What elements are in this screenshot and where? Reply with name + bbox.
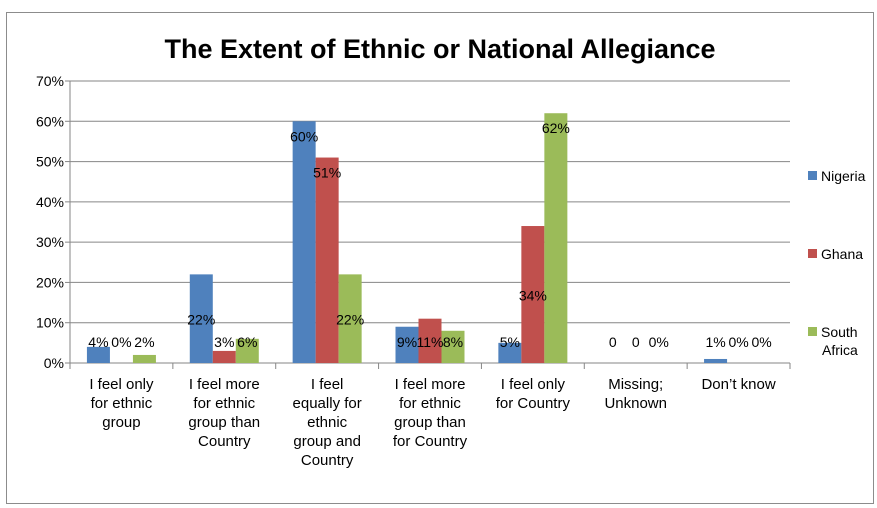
legend-swatch xyxy=(808,327,817,336)
data-label: 22% xyxy=(187,312,215,328)
x-category-line: I feel only xyxy=(501,376,566,393)
x-category-line: for Country xyxy=(393,433,468,450)
bar-ghana xyxy=(418,318,442,363)
bar-ghana xyxy=(521,226,545,363)
bar-south-africa xyxy=(235,338,259,363)
legend-label-line: Ghana xyxy=(821,246,863,262)
x-category-label: I feel more for ethnic group than for Count… xyxy=(393,376,468,450)
bar-nigeria xyxy=(704,358,728,363)
data-label: 11% xyxy=(417,334,444,350)
x-category-line: for ethnic xyxy=(399,395,461,412)
data-label: 2% xyxy=(134,334,154,350)
bar-nigeria xyxy=(395,326,419,363)
y-tick-label: 30% xyxy=(36,234,64,250)
bar-nigeria xyxy=(498,342,522,363)
data-label: 1% xyxy=(705,334,725,350)
data-label: 4% xyxy=(88,334,108,350)
x-category-line: for Country xyxy=(496,395,571,412)
data-label: 5% xyxy=(500,334,520,350)
legend-swatch xyxy=(808,171,817,180)
x-category-line: group xyxy=(102,414,140,431)
x-category-label: I feel more for ethnic group than Country xyxy=(188,376,260,450)
legend-swatch xyxy=(808,249,817,258)
y-tick-label: 70% xyxy=(36,73,64,89)
legend-label-line: Africa xyxy=(822,342,858,358)
x-category-line: ethnic xyxy=(307,414,348,431)
x-category-label: Missing; Unknown xyxy=(604,376,667,412)
legend-label-line: Nigeria xyxy=(821,168,866,184)
data-label: 0 xyxy=(632,334,640,350)
bar-nigeria xyxy=(86,346,110,363)
x-category-line: Don’t know xyxy=(701,376,775,393)
y-tick-label: 20% xyxy=(36,274,64,290)
bar-south-africa xyxy=(132,354,156,363)
data-label: 0% xyxy=(751,334,771,350)
x-category-line: for ethnic xyxy=(91,395,153,412)
x-category-line: group and xyxy=(293,433,361,450)
x-category-label: I feel only for Country xyxy=(496,376,571,412)
x-category-line: Country xyxy=(198,433,251,450)
x-category-label: I feel equally for ethnic group and Country xyxy=(293,376,362,469)
bar-south-africa xyxy=(441,330,465,363)
x-category-line: Country xyxy=(301,452,354,469)
data-label: 62% xyxy=(542,120,570,136)
data-label: 9% xyxy=(397,334,417,350)
data-label: 22% xyxy=(336,312,364,328)
chart-frame xyxy=(6,12,874,504)
chart-title: The Extent of Ethnic or National Allegia… xyxy=(164,34,715,64)
bar-nigeria xyxy=(292,121,316,364)
y-tick-label: 60% xyxy=(36,113,64,129)
data-label: 0% xyxy=(728,334,748,350)
data-label: 6% xyxy=(237,334,257,350)
x-category-line: equally for xyxy=(293,395,362,412)
y-tick-label: 10% xyxy=(36,315,64,331)
data-label: 3% xyxy=(214,334,234,350)
bar-south-africa xyxy=(544,113,568,363)
data-label: 34% xyxy=(519,288,547,304)
data-label: 0 xyxy=(609,334,617,350)
legend-label: Nigeria xyxy=(821,168,866,184)
bar-ghana xyxy=(212,350,236,363)
x-category-line: Unknown xyxy=(604,395,667,412)
data-label: 51% xyxy=(313,165,341,181)
bar-nigeria xyxy=(189,274,213,363)
x-category-label: I feel only for ethnic group xyxy=(89,376,154,431)
y-tick-label: 40% xyxy=(36,194,64,210)
x-category-line: I feel xyxy=(311,376,344,393)
x-category-line: group than xyxy=(188,414,260,431)
x-category-line: Missing; xyxy=(608,376,663,393)
x-category-line: I feel more xyxy=(189,376,260,393)
x-category-line: group than xyxy=(394,414,466,431)
bar-south-africa xyxy=(338,274,362,363)
y-tick-label: 0% xyxy=(44,355,64,371)
data-label: 60% xyxy=(290,128,318,144)
x-category-line: I feel more xyxy=(395,376,466,393)
x-category-line: I feel only xyxy=(89,376,154,393)
legend-label-line: South xyxy=(821,324,858,340)
legend-label: Ghana xyxy=(821,246,863,262)
legend-label: South Africa xyxy=(821,324,858,358)
y-tick-label: 50% xyxy=(36,154,64,170)
data-label: 8% xyxy=(443,334,463,350)
x-category-label: Don’t know xyxy=(701,376,775,393)
data-label: 0% xyxy=(649,334,669,350)
x-category-line: for ethnic xyxy=(193,395,255,412)
bar-ghana xyxy=(315,157,339,363)
data-label: 0% xyxy=(111,334,131,350)
